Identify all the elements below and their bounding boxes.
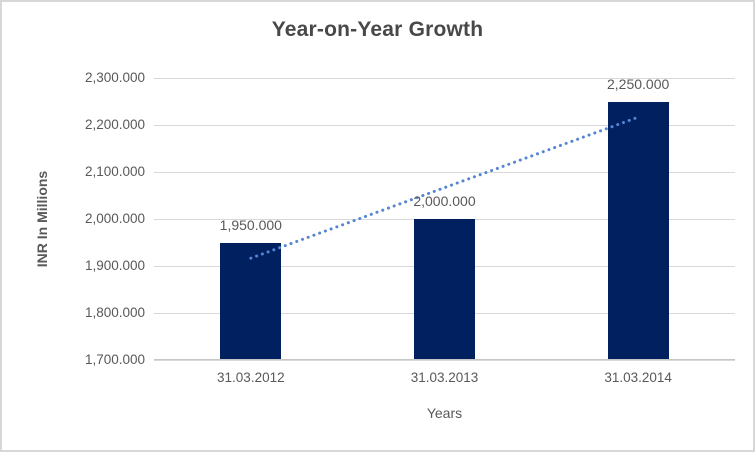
gridline [154, 78, 735, 79]
x-tick-label: 31.03.2013 [410, 370, 479, 385]
y-tick-label: 2,300.000 [84, 70, 145, 85]
y-tick-label: 1,700.000 [84, 352, 145, 367]
gridline [154, 172, 735, 173]
y-tick-label: 2,200.000 [84, 117, 145, 132]
y-tick-label: 2,100.000 [84, 164, 145, 179]
x-axis-title: Years [426, 405, 463, 421]
data-label: 2,250.000 [607, 75, 670, 92]
bar-31.03.2013 [414, 219, 475, 359]
bar-31.03.2014 [607, 101, 669, 359]
y-tick-label: 2,000.000 [84, 211, 145, 226]
plot-area: 1,950.000 2,000.000 2,250.000 [154, 75, 735, 361]
gridline [154, 125, 735, 126]
data-label: 2,000.000 [413, 193, 476, 209]
trendline [249, 115, 640, 260]
y-tick-label: 1,900.000 [84, 258, 145, 273]
x-tick-label: 31.03.2012 [217, 370, 285, 385]
x-tick-label: 31.03.2014 [604, 370, 672, 385]
gridline [154, 360, 735, 361]
x-axis-line [154, 359, 735, 360]
chart-title: Year-on-Year Growth [271, 18, 484, 41]
bar-31.03.2012 [220, 242, 282, 359]
data-label: 1,950.000 [219, 216, 282, 233]
y-tick-label: 1,800.000 [84, 305, 145, 320]
